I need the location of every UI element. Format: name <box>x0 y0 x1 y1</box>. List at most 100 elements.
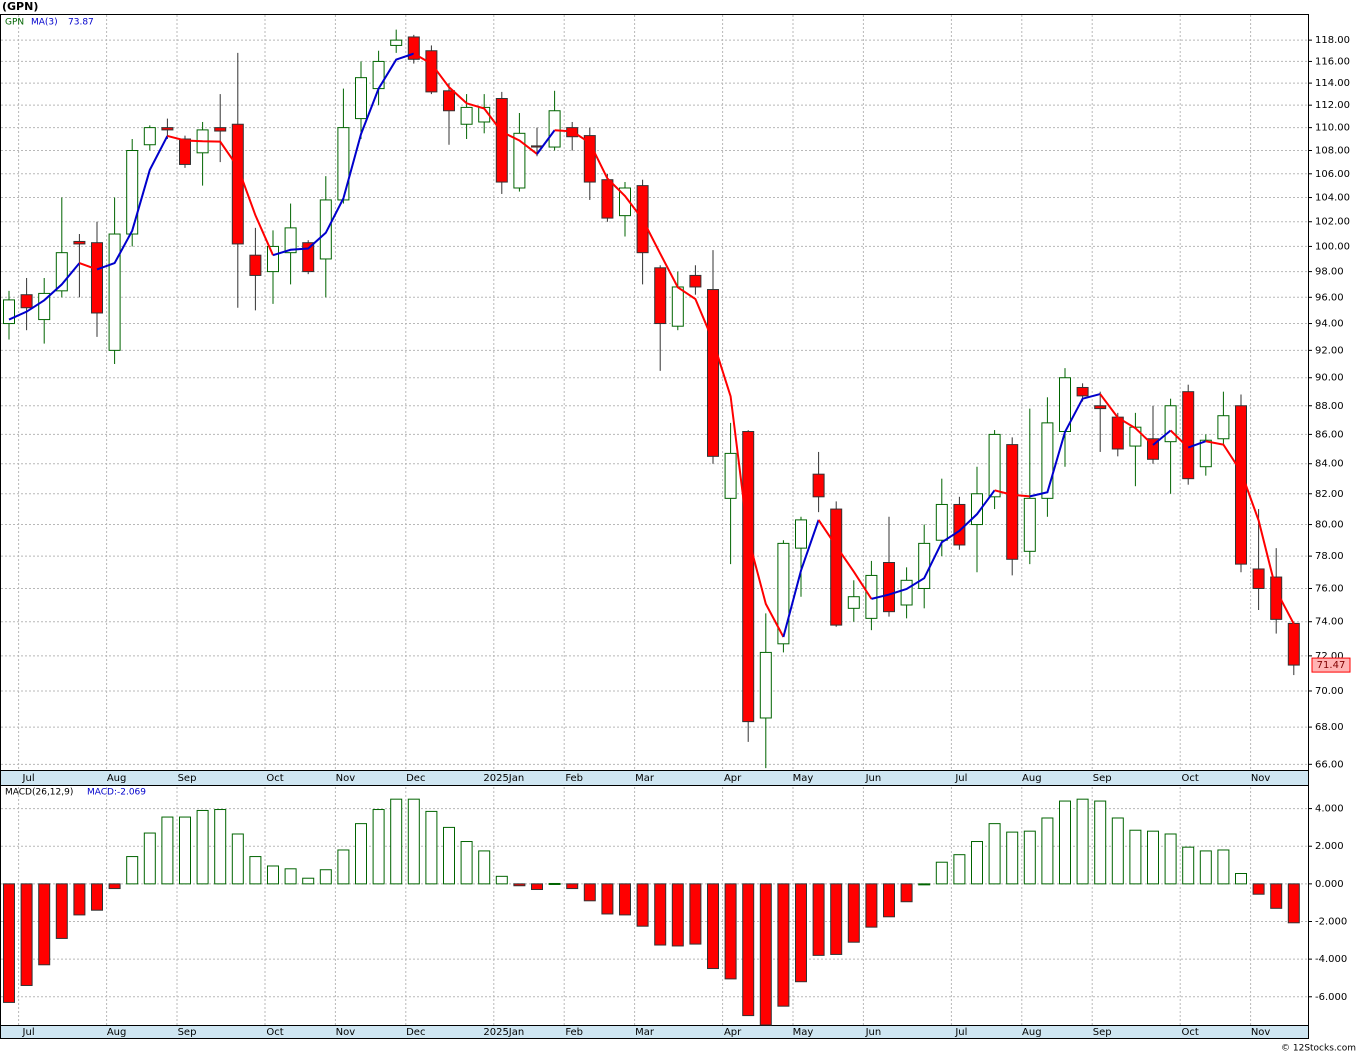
y-tick-label: 76.00 <box>1315 583 1344 594</box>
candle-body <box>1164 405 1177 443</box>
legend-symbol: GPN <box>5 18 24 28</box>
macd-bar <box>1287 883 1300 924</box>
y-tick-label: 66.00 <box>1315 759 1344 770</box>
candle-body <box>513 132 526 189</box>
macd-bar <box>319 869 332 885</box>
macd-bar <box>1252 883 1265 895</box>
candle-body <box>1252 568 1265 589</box>
macd-bar <box>724 883 737 980</box>
y-tick-label: 92.00 <box>1315 345 1344 356</box>
candle-body <box>214 127 227 132</box>
ma-line <box>413 52 538 155</box>
candle-body <box>1023 497 1036 552</box>
macd-bar <box>355 823 367 885</box>
y-tick-label: 68.00 <box>1315 722 1344 733</box>
macd-bar <box>390 798 403 885</box>
x-tick-label: 2025Jan <box>483 773 524 784</box>
candle-body <box>742 431 755 723</box>
candle-body <box>671 286 684 327</box>
macd-title: MACD(26,12,9) <box>5 788 73 798</box>
macd-value: -2.069 <box>117 788 146 798</box>
x-tick-label: Oct <box>266 773 283 784</box>
y-tick-label: -2.000 <box>1315 916 1347 927</box>
candle-body <box>302 242 315 273</box>
y-tick-label: 74.00 <box>1315 617 1344 628</box>
candle-body <box>1111 416 1124 450</box>
macd-prefix: MACD: <box>87 788 117 798</box>
macd-bar <box>460 841 473 885</box>
macd-bar <box>601 883 614 915</box>
x-tick-label: 2025Jan <box>483 1027 524 1038</box>
y-tick-label: 78.00 <box>1315 551 1344 562</box>
candle-body <box>707 289 719 457</box>
candle-body <box>935 503 948 541</box>
macd-bar <box>513 883 526 887</box>
macd-bar <box>1023 830 1036 885</box>
macd-bar <box>1094 800 1107 885</box>
macd-bar <box>302 877 315 885</box>
ma-line <box>1169 429 1189 449</box>
y-tick-label: 110.00 <box>1315 123 1350 134</box>
candle-body <box>1129 426 1142 447</box>
y-tick-label: 104.00 <box>1315 193 1350 204</box>
candle-body <box>179 138 191 165</box>
x-tick-label: Sep <box>1093 773 1112 784</box>
y-tick-label: 116.00 <box>1315 56 1350 67</box>
ma-line <box>1152 429 1172 446</box>
macd-bar <box>935 861 948 885</box>
x-tick-label: Aug <box>1022 1027 1042 1038</box>
candle-body <box>55 252 68 292</box>
y-tick-label: 100.00 <box>1315 241 1350 252</box>
macd-bar <box>918 883 931 886</box>
candle-body <box>73 240 86 245</box>
macd-bar <box>1199 850 1212 885</box>
candle-body <box>777 542 790 645</box>
macd-bar <box>196 809 209 885</box>
y-tick-label: 0.000 <box>1315 879 1344 890</box>
macd-bar <box>1217 849 1230 885</box>
x-tick-label: Aug <box>1022 773 1042 784</box>
macd-bar <box>636 883 649 927</box>
macd-bar <box>161 816 174 885</box>
candle-body <box>231 123 244 245</box>
macd-bar <box>179 816 191 885</box>
macd-bar <box>1111 817 1124 885</box>
macd-bar <box>795 883 807 983</box>
macd-bar <box>1164 833 1177 885</box>
last-price-box <box>1311 657 1351 673</box>
x-tick-label: Sep <box>1093 1027 1112 1038</box>
y-tick-label: 114.00 <box>1315 78 1350 89</box>
y-tick-label: -4.000 <box>1315 954 1347 965</box>
macd-bar <box>1235 873 1247 885</box>
candle-body <box>830 508 843 626</box>
candle-body <box>443 90 455 112</box>
x-tick-label: Apr <box>724 1027 742 1038</box>
macd-bar <box>407 798 420 885</box>
y-tick-label: 108.00 <box>1315 146 1350 157</box>
macd-bar <box>971 841 983 885</box>
macd-bar <box>443 826 455 885</box>
macd-bar <box>1129 829 1142 885</box>
candle-body <box>1199 439 1212 468</box>
macd-bar <box>707 883 719 970</box>
x-tick-label: Oct <box>266 1027 283 1038</box>
macd-bar <box>214 809 227 885</box>
macd-bar <box>883 883 895 918</box>
ma-line <box>1099 393 1154 446</box>
candle-body <box>126 150 139 235</box>
candle-body <box>812 473 825 498</box>
macd-bar <box>249 856 262 885</box>
macd-bar <box>55 883 68 939</box>
macd-bar <box>548 882 561 885</box>
candle-body <box>267 245 279 273</box>
macd-bar <box>1147 830 1159 885</box>
macd-bar <box>689 883 702 945</box>
x-tick-label: Feb <box>565 773 583 784</box>
legend-ma: MA(3) <box>31 18 58 28</box>
last-price: 71.47 <box>1317 660 1346 671</box>
candle-body <box>795 519 807 549</box>
macd-bar <box>865 883 878 928</box>
x-tick-label: Aug <box>107 773 127 784</box>
candle-body <box>425 50 438 93</box>
